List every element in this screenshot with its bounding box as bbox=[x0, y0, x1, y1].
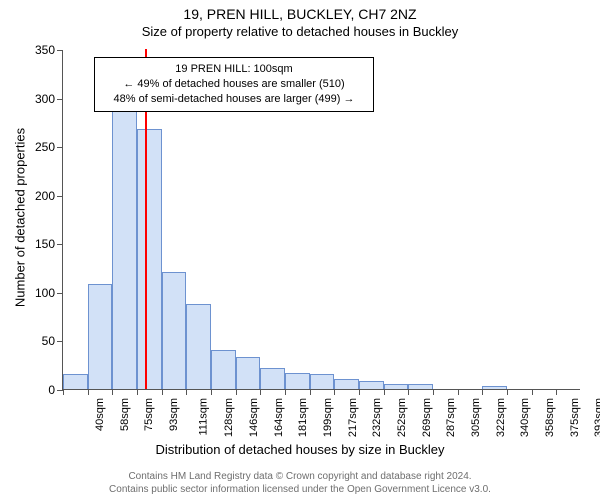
x-tick-label: 40sqm bbox=[94, 398, 106, 431]
x-tick bbox=[211, 389, 212, 395]
y-tick: 350 bbox=[63, 50, 64, 51]
histogram-bar bbox=[186, 304, 211, 389]
x-tick bbox=[433, 389, 434, 395]
x-tick bbox=[285, 389, 286, 395]
x-tick bbox=[334, 389, 335, 395]
histogram-bar bbox=[88, 284, 113, 389]
histogram-bar bbox=[260, 368, 285, 389]
histogram-chart: 19, PREN HILL, BUCKLEY, CH7 2NZ Size of … bbox=[0, 0, 600, 500]
x-tick-label: 58sqm bbox=[119, 398, 131, 431]
y-tick: 250 bbox=[63, 147, 64, 148]
histogram-bar bbox=[408, 384, 433, 389]
y-tick: 200 bbox=[63, 196, 64, 197]
x-tick bbox=[137, 389, 138, 395]
chart-title-line1: 19, PREN HILL, BUCKLEY, CH7 2NZ bbox=[0, 6, 600, 22]
histogram-bar bbox=[162, 272, 187, 389]
x-tick-label: 93sqm bbox=[168, 398, 180, 431]
x-tick bbox=[482, 389, 483, 395]
x-tick bbox=[186, 389, 187, 395]
x-tick-label: 375sqm bbox=[569, 398, 581, 437]
y-tick-label: 150 bbox=[35, 237, 55, 251]
annotation-line2: ← 49% of detached houses are smaller (51… bbox=[101, 77, 367, 92]
x-tick bbox=[236, 389, 237, 395]
x-tick-label: 111sqm bbox=[197, 398, 209, 436]
y-tick-label: 250 bbox=[35, 140, 55, 154]
y-tick-label: 50 bbox=[42, 334, 55, 348]
y-tick-label: 300 bbox=[35, 92, 55, 106]
x-tick bbox=[63, 389, 64, 395]
y-tick: 300 bbox=[63, 99, 64, 100]
chart-title-line2: Size of property relative to detached ho… bbox=[0, 24, 600, 39]
histogram-bar bbox=[63, 374, 88, 389]
histogram-bar bbox=[359, 381, 384, 389]
x-tick-label: 305sqm bbox=[470, 398, 482, 437]
annotation-line1: 19 PREN HILL: 100sqm bbox=[101, 62, 367, 77]
x-tick-label: 287sqm bbox=[445, 398, 457, 437]
y-tick-label: 200 bbox=[35, 189, 55, 203]
x-tick bbox=[260, 389, 261, 395]
x-tick-label: 252sqm bbox=[396, 398, 408, 437]
footer-line1: Contains HM Land Registry data © Crown c… bbox=[0, 470, 600, 483]
x-tick-label: 358sqm bbox=[544, 398, 556, 437]
footer-attribution: Contains HM Land Registry data © Crown c… bbox=[0, 470, 600, 496]
footer-line2: Contains public sector information licen… bbox=[0, 483, 600, 496]
histogram-bar bbox=[137, 129, 162, 389]
x-tick bbox=[556, 389, 557, 395]
x-tick bbox=[88, 389, 89, 395]
x-tick-label: 393sqm bbox=[593, 398, 600, 437]
x-tick-label: 217sqm bbox=[347, 398, 359, 437]
x-tick bbox=[408, 389, 409, 395]
x-tick-label: 322sqm bbox=[495, 398, 507, 437]
y-tick: 50 bbox=[63, 341, 64, 342]
x-tick-label: 75sqm bbox=[143, 398, 155, 431]
x-tick bbox=[507, 389, 508, 395]
y-tick-label: 0 bbox=[48, 383, 55, 397]
x-tick bbox=[112, 389, 113, 395]
y-axis-label: Number of detached properties bbox=[13, 118, 28, 318]
x-tick bbox=[310, 389, 311, 395]
x-axis-caption: Distribution of detached houses by size … bbox=[0, 442, 600, 457]
histogram-bar bbox=[384, 384, 409, 389]
x-tick-label: 232sqm bbox=[371, 398, 383, 437]
x-tick bbox=[532, 389, 533, 395]
x-tick-label: 181sqm bbox=[297, 398, 309, 437]
x-tick-label: 128sqm bbox=[223, 398, 235, 437]
histogram-bar bbox=[482, 386, 507, 389]
histogram-bar bbox=[211, 350, 236, 389]
x-tick-label: 164sqm bbox=[273, 398, 285, 437]
histogram-bar bbox=[112, 88, 137, 389]
x-tick-label: 146sqm bbox=[248, 398, 260, 437]
x-tick bbox=[162, 389, 163, 395]
x-tick bbox=[384, 389, 385, 395]
y-tick-label: 350 bbox=[35, 43, 55, 57]
annotation-line3: 48% of semi-detached houses are larger (… bbox=[101, 92, 367, 107]
histogram-bar bbox=[236, 357, 261, 389]
y-tick: 150 bbox=[63, 244, 64, 245]
histogram-bar bbox=[334, 379, 359, 389]
annotation-box: 19 PREN HILL: 100sqm ← 49% of detached h… bbox=[94, 57, 374, 112]
histogram-bar bbox=[310, 374, 335, 389]
histogram-bar bbox=[285, 373, 310, 389]
y-tick-label: 100 bbox=[35, 286, 55, 300]
y-tick: 100 bbox=[63, 293, 64, 294]
x-tick bbox=[359, 389, 360, 395]
x-tick-label: 340sqm bbox=[519, 398, 531, 437]
x-tick bbox=[458, 389, 459, 395]
x-tick-label: 269sqm bbox=[421, 398, 433, 437]
x-tick-label: 199sqm bbox=[322, 398, 334, 437]
